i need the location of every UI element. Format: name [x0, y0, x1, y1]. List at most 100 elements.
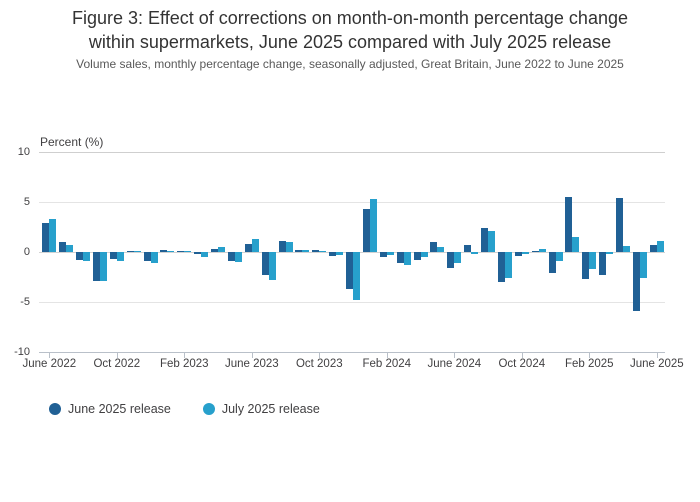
bar-july-release[interactable] [639, 252, 647, 278]
bar-july-release[interactable] [99, 252, 107, 281]
chart-title: Figure 3: Effect of corrections on month… [72, 8, 628, 53]
y-tick-label: -5 [20, 296, 30, 308]
bar-july-release[interactable] [623, 245, 631, 252]
bar-july-release[interactable] [589, 252, 597, 269]
bar-july-release[interactable] [437, 247, 445, 252]
bar-june-release[interactable] [76, 252, 84, 260]
bar-june-release[interactable] [59, 242, 67, 252]
bar-june-release[interactable] [413, 252, 421, 260]
bar-july-release[interactable] [234, 252, 242, 262]
bar-july-release[interactable] [369, 198, 377, 252]
x-axis-tick [116, 352, 118, 358]
bar-july-release[interactable] [302, 249, 310, 252]
legend-marker-icon [202, 403, 215, 415]
legend-marker-icon [49, 403, 61, 415]
bar-june-release[interactable] [227, 252, 235, 261]
bar-july-release[interactable] [116, 252, 124, 261]
bar-june-release[interactable] [649, 244, 657, 252]
x-axis-tick [184, 352, 186, 358]
bar-june-release[interactable] [261, 252, 269, 275]
bar-july-release[interactable] [133, 250, 141, 252]
bar-july-release[interactable] [420, 252, 428, 257]
x-axis-tick [386, 352, 388, 358]
bar-june-release[interactable] [481, 227, 489, 252]
bar-july-release[interactable] [218, 246, 226, 252]
bar-june-release[interactable] [211, 248, 219, 252]
bar-june-release[interactable] [464, 244, 472, 252]
x-tick-label: Oct 2022 [93, 358, 141, 370]
bar-july-release[interactable] [150, 252, 158, 263]
bar-june-release[interactable] [160, 249, 168, 252]
bar-june-release[interactable] [632, 252, 640, 311]
bar-july-release[interactable] [319, 251, 327, 252]
bar-june-release[interactable] [312, 250, 320, 252]
bar-june-release[interactable] [599, 252, 607, 275]
x-tick-label: June 2023 [224, 358, 279, 370]
legend-item[interactable]: June 2025 release [49, 402, 171, 416]
legend-label: July 2025 release [221, 402, 320, 416]
bar-july-release[interactable] [521, 252, 529, 254]
x-axis-tick [589, 352, 591, 358]
bar-july-release[interactable] [454, 252, 462, 263]
bar-june-release[interactable] [143, 252, 151, 261]
y-tick-label: 5 [23, 196, 30, 208]
bar-june-release[interactable] [177, 251, 185, 252]
y-tick-label: 0 [23, 246, 30, 258]
y-tick-label: 10 [17, 146, 30, 158]
bar-june-release[interactable] [379, 252, 387, 257]
bar-july-release[interactable] [353, 252, 361, 300]
bar-july-release[interactable] [201, 252, 209, 257]
bar-july-release[interactable] [66, 245, 74, 252]
bar-july-release[interactable] [471, 252, 479, 254]
y-tick-label: -10 [14, 346, 30, 358]
bar-july-release[interactable] [504, 252, 512, 278]
bar-june-release[interactable] [582, 252, 590, 279]
bar-june-release[interactable] [244, 244, 252, 252]
bar-july-release[interactable] [403, 252, 411, 265]
bar-july-release[interactable] [538, 249, 546, 252]
bar-july-release[interactable] [83, 252, 91, 261]
bar-june-release[interactable] [447, 252, 455, 268]
gridline [39, 202, 665, 203]
bar-july-release[interactable] [251, 239, 259, 252]
bar-june-release[interactable] [194, 252, 202, 254]
bar-july-release[interactable] [336, 252, 344, 255]
gridline [39, 302, 665, 303]
x-tick-label: June 2022 [22, 358, 77, 370]
x-axis-tick [454, 352, 456, 358]
bar-june-release[interactable] [126, 251, 134, 252]
bar-june-release[interactable] [497, 252, 505, 282]
bar-june-release[interactable] [531, 251, 539, 252]
x-axis-tick [656, 352, 658, 358]
bar-june-release[interactable] [295, 250, 303, 252]
bar-july-release[interactable] [656, 241, 664, 252]
bar-june-release[interactable] [329, 252, 337, 256]
x-axis-tick [49, 352, 51, 358]
bar-july-release[interactable] [386, 252, 394, 255]
bar-june-release[interactable] [278, 240, 286, 252]
bar-july-release[interactable] [572, 236, 580, 252]
bar-june-release[interactable] [396, 252, 404, 263]
bar-july-release[interactable] [268, 252, 276, 280]
bar-june-release[interactable] [42, 223, 50, 252]
bar-july-release[interactable] [167, 250, 175, 252]
y-axis-title: Percent (%) [40, 135, 104, 149]
bar-june-release[interactable] [362, 209, 370, 252]
bar-june-release[interactable] [346, 252, 354, 289]
bar-july-release[interactable] [49, 219, 57, 252]
bar-june-release[interactable] [430, 242, 438, 252]
bar-july-release[interactable] [184, 251, 192, 252]
bar-june-release[interactable] [548, 252, 556, 273]
x-axis-line [39, 352, 665, 353]
bar-july-release[interactable] [488, 230, 496, 252]
legend-item[interactable]: July 2025 release [202, 402, 320, 416]
bar-july-release[interactable] [606, 252, 614, 254]
bar-july-release[interactable] [285, 241, 293, 252]
bar-june-release[interactable] [92, 252, 100, 281]
bar-june-release[interactable] [565, 197, 573, 252]
bar-june-release[interactable] [514, 252, 522, 256]
bar-july-release[interactable] [555, 252, 563, 261]
bar-june-release[interactable] [616, 197, 624, 252]
bar-june-release[interactable] [109, 252, 117, 259]
